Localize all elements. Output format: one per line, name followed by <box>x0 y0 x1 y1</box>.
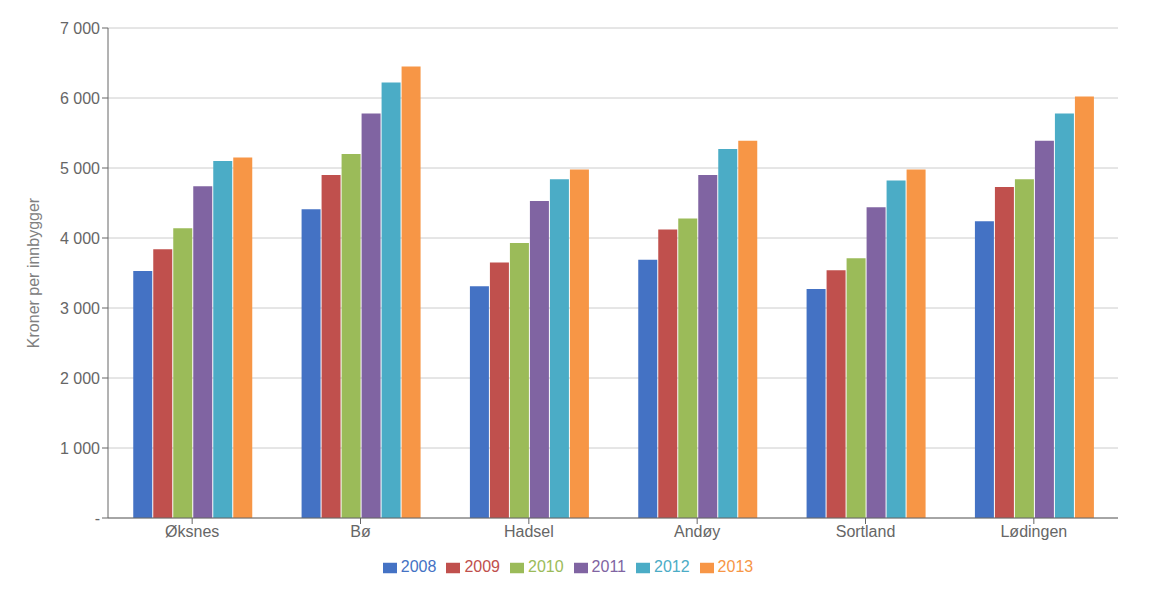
svg-text:Øksnes: Øksnes <box>165 523 219 540</box>
html-text:2010: 2010 <box>528 558 564 575</box>
html-text:2011: 2011 <box>591 558 626 575</box>
svg-text:3 000: 3 000 <box>60 300 100 317</box>
html-text:2008: 2008 <box>400 558 437 575</box>
svg-text:7 000: 7 000 <box>60 20 100 37</box>
svg-text:Lødingen: Lødingen <box>1000 523 1067 540</box>
svg-text:Andøy: Andøy <box>674 523 720 540</box>
svg-text:-: - <box>95 510 100 527</box>
svg-text:6 000: 6 000 <box>60 90 100 107</box>
html-text:2009: 2009 <box>464 558 500 575</box>
html-text:2012: 2012 <box>654 558 690 575</box>
svg-text:2 000: 2 000 <box>60 370 100 387</box>
svg-text:Hadsel: Hadsel <box>504 523 554 540</box>
svg-text:1 000: 1 000 <box>60 440 100 457</box>
html-text:2013: 2013 <box>717 558 754 575</box>
svg-text:5 000: 5 000 <box>60 160 100 177</box>
svg-text:4 000: 4 000 <box>60 230 100 247</box>
svg-text:Bø: Bø <box>350 523 371 540</box>
svg-text:Kroner per innbygger: Kroner per innbygger <box>25 197 42 348</box>
svg-text:Sortland: Sortland <box>836 523 896 540</box>
